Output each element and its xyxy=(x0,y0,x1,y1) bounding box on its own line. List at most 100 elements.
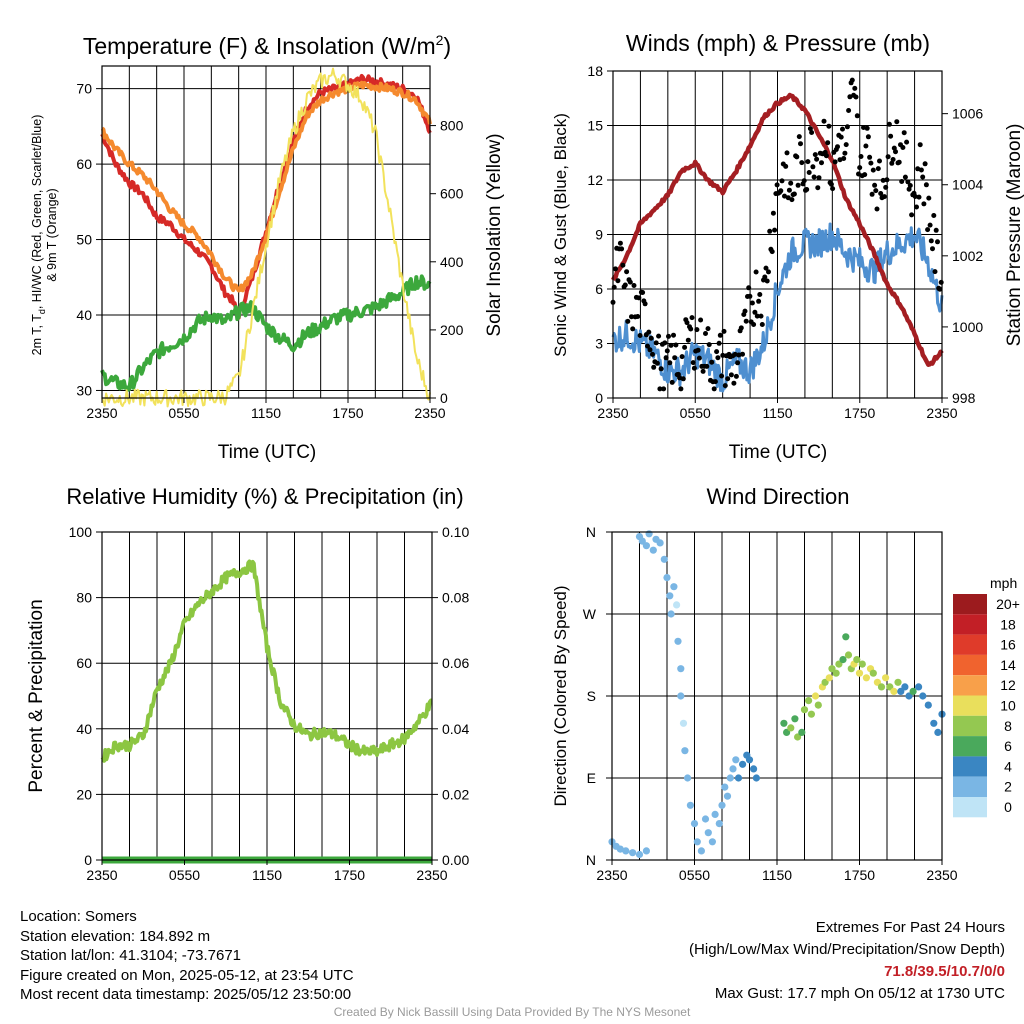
temp-xtick-label: 2350 xyxy=(86,405,117,421)
wind-gust-point xyxy=(807,126,813,132)
rh-right-ytick-label: 0.00 xyxy=(442,852,469,868)
wind-gust-point xyxy=(810,164,816,170)
dir-point xyxy=(798,728,806,737)
temp-left-ytick-label: 50 xyxy=(76,232,92,248)
recent-text: Most recent data timestamp: 2025/05/12 2… xyxy=(20,986,352,1003)
wind-gust-point xyxy=(819,160,824,166)
wind-gust-point xyxy=(849,77,855,83)
wind-gust-point xyxy=(717,332,723,338)
wind-gust-point xyxy=(696,355,702,361)
wind-gust-point xyxy=(918,167,924,173)
temp-right-ytick-label: 200 xyxy=(440,322,464,338)
temp-ylabel-a: 2m T, T xyxy=(30,314,44,356)
wind-gust-point xyxy=(881,194,887,200)
wind-gust-point xyxy=(841,156,847,161)
wind-xtick-label: 2350 xyxy=(597,405,628,421)
wind-gust-point xyxy=(844,124,850,130)
temp-ylabel-b: , HI/WC (Red, Green, Scarlet/Blue) xyxy=(30,115,44,310)
dir-point xyxy=(791,715,799,723)
wind-gust-point xyxy=(662,340,668,346)
wind-gust-point xyxy=(620,262,626,268)
wind-gust-point xyxy=(749,300,755,306)
temp-right-ytick-label: 800 xyxy=(440,118,464,134)
wind-gust-point xyxy=(896,159,902,165)
legend-label: 4 xyxy=(1004,758,1012,774)
wind-left-ytick-label: 18 xyxy=(587,63,603,79)
wind-gust-point xyxy=(840,126,845,132)
wind-gust-point xyxy=(648,335,654,341)
wind-gust-point xyxy=(709,359,715,365)
wind-gust-point xyxy=(791,191,797,197)
wind-gust-point xyxy=(671,332,676,338)
wind-gust-point xyxy=(904,139,910,145)
temp-series-9m-t xyxy=(100,80,432,293)
wind-gust-point xyxy=(825,140,831,146)
dir-point xyxy=(909,687,917,696)
wind-gust-point xyxy=(728,372,734,378)
wind-gust-point xyxy=(751,322,757,327)
dir-point xyxy=(677,692,685,700)
legend-swatch xyxy=(953,797,987,818)
wind-right-ytick-label: 998 xyxy=(952,390,976,406)
dir-point xyxy=(853,656,861,664)
dir-point xyxy=(862,674,871,682)
dir-point xyxy=(718,801,726,809)
rh-line xyxy=(100,559,433,763)
wind-gust-point xyxy=(666,333,671,339)
wind-gust-point xyxy=(867,154,873,160)
wind-gust-point xyxy=(766,269,771,275)
wind-gust-point xyxy=(912,194,918,199)
temp-left-ytick-label: 60 xyxy=(76,156,92,172)
wind-xtick-label: 2350 xyxy=(926,405,957,421)
dir-point xyxy=(629,849,637,857)
wind-gust-point xyxy=(877,158,882,164)
dir-point xyxy=(673,601,681,609)
legend-label: 16 xyxy=(1000,637,1016,653)
wind-gust-point xyxy=(735,360,741,366)
dir-point xyxy=(681,747,689,755)
legend-title: mph xyxy=(990,575,1017,591)
wind-gust-point xyxy=(640,290,646,295)
wind-gust-point xyxy=(642,301,648,307)
rh-right-ytick-label: 0.08 xyxy=(442,590,469,606)
dir-point xyxy=(616,845,624,853)
wind-gust-point xyxy=(835,144,840,150)
wind-gust-point xyxy=(893,149,898,155)
dir-point xyxy=(715,820,723,828)
wind-gust-point xyxy=(930,246,935,252)
wind-gust-point xyxy=(650,351,655,357)
wind-gust-point xyxy=(899,179,905,184)
wind-gust-point xyxy=(842,150,848,156)
dir-point xyxy=(882,674,890,682)
wind-gust-point xyxy=(801,178,807,184)
wind-gust-point xyxy=(785,195,791,201)
dir-point xyxy=(844,651,853,659)
temp-xtick-label: 0550 xyxy=(168,405,199,421)
dir-ytick-label: E xyxy=(587,770,596,786)
dir-point xyxy=(690,820,699,828)
wind-gust-point xyxy=(890,157,896,162)
dir-point xyxy=(924,701,932,709)
dir-point xyxy=(622,847,630,855)
dir-xtick-label: 0550 xyxy=(679,867,710,883)
wind-gust-point xyxy=(779,178,785,184)
wind-gust-point xyxy=(769,249,775,255)
wind-gust-point xyxy=(870,167,876,173)
rh-xtick-label: 1750 xyxy=(334,867,365,883)
rh-left-ytick-label: 60 xyxy=(76,655,92,671)
temp-ylabel-line1: 2m T, Td, HI/WC (Red, Green, Scarlet/Blu… xyxy=(30,115,47,356)
wind-gust-point xyxy=(799,160,805,166)
dir-point xyxy=(670,583,678,591)
wind-gust-point xyxy=(733,373,739,379)
wind-gust-point xyxy=(880,177,886,183)
dir-point xyxy=(674,637,682,645)
wind-gust-point xyxy=(823,153,829,159)
winds-panel: 0 3 6 9 12 15 18 998 1000 1002 1004 1006 2350 0550 115… xyxy=(551,30,1024,463)
wind-gust-point xyxy=(914,204,919,210)
dir-point xyxy=(787,724,795,732)
wind-gust-point xyxy=(646,329,652,335)
wind-right-ytick-label: 1004 xyxy=(952,177,983,193)
dir-point xyxy=(873,678,882,686)
temp-right-ytick-label: 600 xyxy=(440,186,464,202)
wind-gust-point xyxy=(832,159,838,165)
